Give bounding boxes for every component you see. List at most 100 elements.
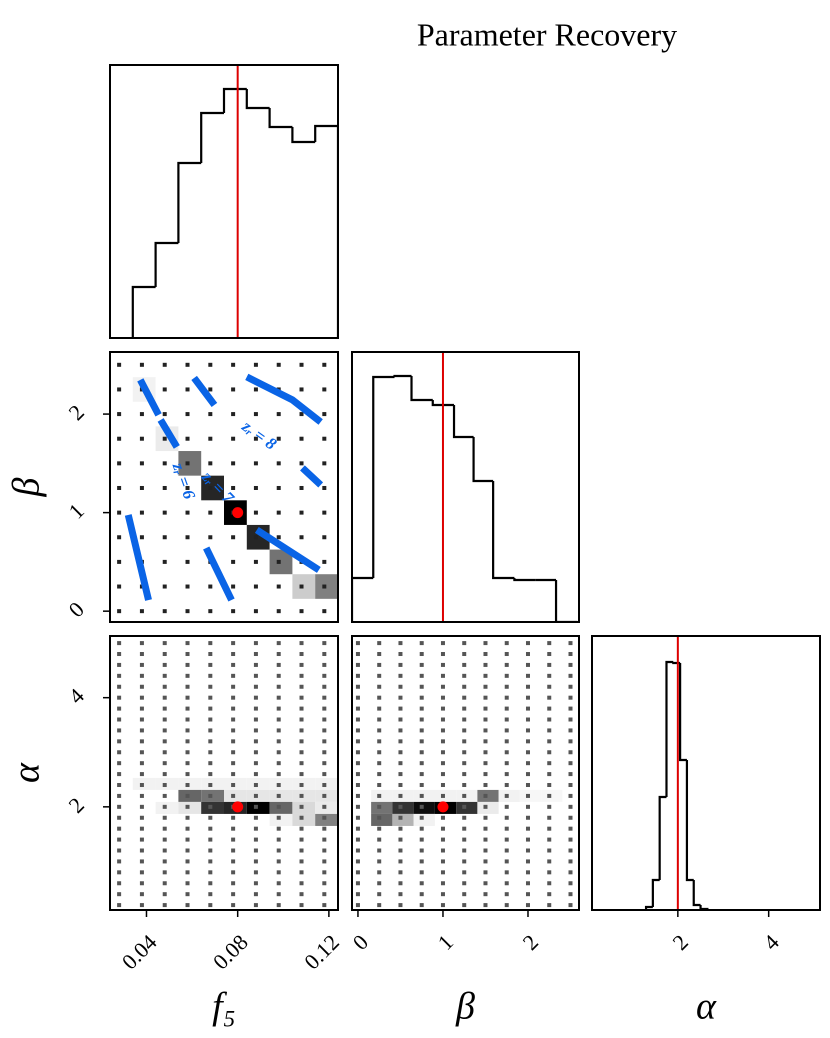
sample-point bbox=[162, 362, 167, 367]
sample-point bbox=[253, 717, 258, 722]
sample-point bbox=[483, 652, 488, 657]
sample-point bbox=[185, 848, 190, 853]
sample-point bbox=[299, 485, 304, 490]
sample-point bbox=[162, 641, 167, 646]
sample-point bbox=[185, 859, 190, 864]
sample-point bbox=[504, 848, 509, 853]
sample-point bbox=[398, 717, 403, 722]
panel bbox=[109, 64, 339, 339]
density-cell bbox=[392, 801, 414, 814]
x-tick-label: 4 bbox=[758, 929, 783, 954]
sample-point bbox=[231, 892, 236, 897]
sample-point bbox=[208, 609, 213, 614]
sample-point bbox=[139, 750, 144, 755]
sample-point bbox=[117, 535, 122, 540]
panel bbox=[351, 351, 580, 623]
sample-point bbox=[440, 815, 445, 820]
sample-point bbox=[322, 652, 327, 657]
sample-point bbox=[547, 750, 552, 755]
sample-point bbox=[276, 652, 281, 657]
sample-point bbox=[276, 881, 281, 886]
sample-point bbox=[322, 804, 327, 809]
sample-point bbox=[462, 706, 467, 711]
sample-point bbox=[377, 848, 382, 853]
sample-point bbox=[208, 903, 213, 908]
sample-point bbox=[462, 859, 467, 864]
sample-point bbox=[525, 772, 530, 777]
sample-point bbox=[185, 761, 190, 766]
sample-point bbox=[322, 695, 327, 700]
sample-point bbox=[322, 848, 327, 853]
sample-point bbox=[253, 673, 258, 678]
contour bbox=[191, 373, 324, 488]
sample-point bbox=[547, 728, 552, 733]
sample-point bbox=[504, 815, 509, 820]
truth-point bbox=[232, 507, 244, 519]
sample-point bbox=[462, 870, 467, 875]
sample-point bbox=[377, 870, 382, 875]
y-tick-label: 2 bbox=[64, 400, 89, 425]
sample-point bbox=[355, 826, 360, 831]
sample-point bbox=[483, 772, 488, 777]
sample-point bbox=[462, 783, 467, 788]
sample-point bbox=[568, 826, 573, 831]
sample-point bbox=[231, 793, 236, 798]
sample-point bbox=[276, 584, 281, 589]
sample-point bbox=[231, 706, 236, 711]
sample-point bbox=[231, 739, 236, 744]
sample-point bbox=[462, 892, 467, 897]
sample-point bbox=[322, 881, 327, 886]
sample-point bbox=[525, 673, 530, 678]
sample-point bbox=[276, 510, 281, 515]
histogram-bin bbox=[410, 376, 433, 402]
sample-point bbox=[185, 641, 190, 646]
sample-point bbox=[483, 903, 488, 908]
sample-point bbox=[568, 870, 573, 875]
sample-point bbox=[525, 804, 530, 809]
sample-point bbox=[483, 717, 488, 722]
sample-point bbox=[162, 750, 167, 755]
sample-point bbox=[504, 739, 509, 744]
histogram-bin bbox=[672, 661, 681, 665]
sample-point bbox=[253, 783, 258, 788]
sample-point bbox=[185, 804, 190, 809]
sample-point bbox=[117, 903, 122, 908]
sample-point bbox=[322, 706, 327, 711]
density-cell bbox=[292, 777, 316, 790]
sample-point bbox=[253, 903, 258, 908]
sample-point bbox=[462, 848, 467, 853]
sample-point bbox=[299, 641, 304, 646]
sample-point bbox=[162, 728, 167, 733]
sample-point bbox=[162, 584, 167, 589]
panel-frame bbox=[109, 351, 339, 623]
sample-point bbox=[377, 815, 382, 820]
sample-point bbox=[253, 485, 258, 490]
sample-point bbox=[162, 485, 167, 490]
sample-point bbox=[117, 609, 122, 614]
sample-point bbox=[208, 684, 213, 689]
sample-point bbox=[208, 750, 213, 755]
y-tick-label: 1 bbox=[64, 498, 89, 523]
sample-point bbox=[139, 739, 144, 744]
sample-point bbox=[185, 695, 190, 700]
sample-point bbox=[231, 848, 236, 853]
sample-point bbox=[419, 684, 424, 689]
sample-point bbox=[462, 673, 467, 678]
sample-point bbox=[419, 717, 424, 722]
x-tick-label: 2 bbox=[518, 929, 543, 954]
sample-point bbox=[462, 793, 467, 798]
x-tick-label: 0 bbox=[348, 929, 373, 954]
sample-point bbox=[568, 750, 573, 755]
sample-point bbox=[440, 673, 445, 678]
sample-point bbox=[162, 461, 167, 466]
sample-point bbox=[276, 837, 281, 842]
sample-point bbox=[231, 903, 236, 908]
chart-title: Parameter Recovery bbox=[417, 16, 677, 52]
sample-point bbox=[185, 535, 190, 540]
sample-point bbox=[355, 903, 360, 908]
sample-point bbox=[299, 728, 304, 733]
sample-point bbox=[276, 706, 281, 711]
sample-point bbox=[299, 673, 304, 678]
sample-point bbox=[568, 772, 573, 777]
